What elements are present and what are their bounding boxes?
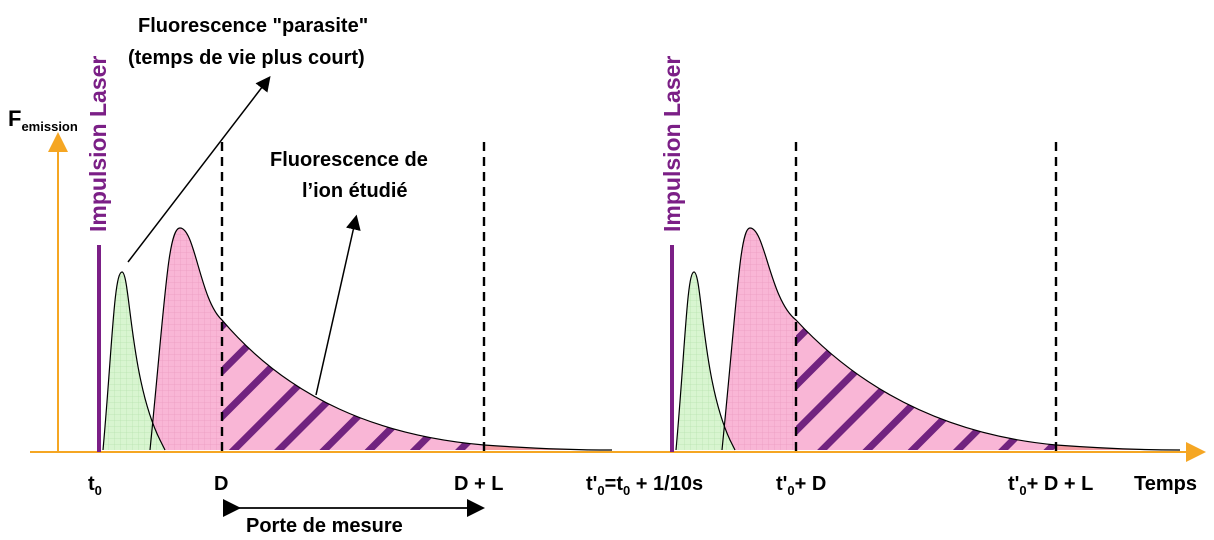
ion-fluorescence-tail-after-2: [1056, 445, 1180, 450]
measurement-hatch-1: [222, 320, 484, 450]
ion-arrow: [315, 214, 361, 396]
laser-pulse-label-1: Impulsion Laser: [85, 56, 111, 232]
ion-label-line2: l’ion étudié: [302, 180, 408, 202]
parasite-arrow: [127, 76, 271, 263]
parasite-label-line1: Fluorescence "parasite": [138, 15, 368, 37]
ion-label-line1: Fluorescence de: [270, 149, 428, 171]
parasite-fluorescence-grid-2: [676, 272, 735, 450]
ion-fluorescence-grid-2: [722, 228, 796, 450]
tick-t0: t0: [88, 473, 102, 498]
tick-t0-prime-d: t'0+ D: [776, 473, 826, 498]
gate-label: Porte de mesure: [246, 515, 403, 537]
parasite-fluorescence-grid-1: [103, 272, 165, 450]
parasite-fluorescence-curve-1: [102, 271, 166, 451]
tick-t0-prime-d-plus-l: t'0+ D + L: [1008, 473, 1093, 498]
measurement-hatch-2: [796, 320, 1056, 450]
tick-d: D: [214, 473, 228, 495]
tick-d-plus-l: D + L: [454, 473, 503, 495]
ion-fluorescence-tail-after-1: [484, 445, 612, 450]
tick-t0-prime: t'0=t0 + 1/10s: [586, 473, 703, 498]
ion-fluorescence-curve-1: [149, 227, 613, 451]
x-axis-label: Temps: [1134, 473, 1197, 495]
parasite-fluorescence-curve-2: [675, 271, 736, 451]
ion-fluorescence-grid-1: [150, 228, 222, 450]
laser-pulse-label-2: Impulsion Laser: [659, 56, 685, 232]
ion-fluorescence-curve-2: [721, 227, 1181, 451]
parasite-label-line2: (temps de vie plus court): [128, 47, 365, 69]
y-axis-label: Femission: [8, 106, 78, 134]
